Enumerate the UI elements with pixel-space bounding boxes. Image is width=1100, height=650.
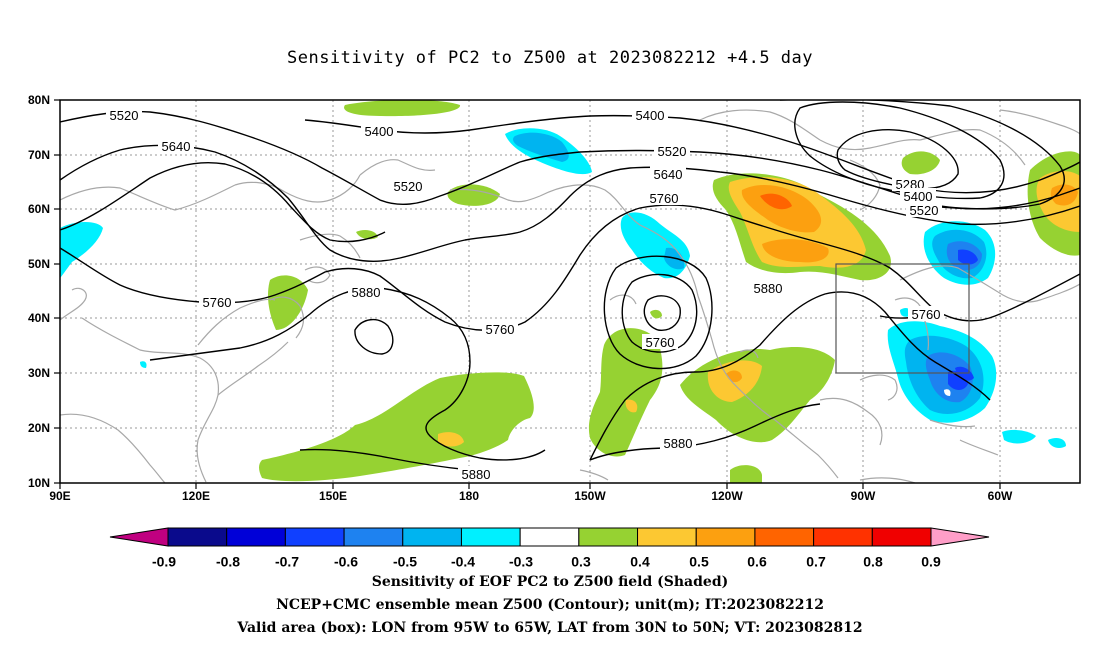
contour-label: 5640 xyxy=(654,167,683,182)
colorbar-label: -0.7 xyxy=(275,553,299,569)
lon-tick-label: 150W xyxy=(574,489,606,503)
contour-label: 5880 xyxy=(462,467,491,482)
colorbar-label: -0.4 xyxy=(451,553,475,569)
colorbar-over-triangle xyxy=(930,527,990,547)
contour-label: 5520 xyxy=(910,203,939,218)
contour-label: 5400 xyxy=(365,124,394,139)
colorbar-label: 0.7 xyxy=(806,553,826,569)
caption-line-1: Sensitivity of EOF PC2 to Z500 field (Sh… xyxy=(371,574,729,590)
map-frame xyxy=(59,99,1081,484)
lon-tick-label: 60W xyxy=(988,489,1013,503)
colorbar-cell xyxy=(754,527,815,547)
lat-tick-label: 40N xyxy=(28,311,50,325)
colorbar-label: -0.9 xyxy=(152,553,176,569)
contour-label-background xyxy=(892,176,928,191)
contour-label: 5760 xyxy=(650,191,679,206)
contour-label-background xyxy=(632,107,668,122)
lon-tick-label: 120E xyxy=(182,489,210,503)
contour-label: 5760 xyxy=(203,295,232,310)
colorbar-cell xyxy=(519,527,580,547)
colorbar-cell xyxy=(460,527,521,547)
contour-label-background xyxy=(458,466,494,481)
colorbar-label: 0.8 xyxy=(863,553,883,569)
contour-label-background xyxy=(900,188,936,203)
colorbar: -0.9 -0.8 -0.7 -0.6 -0.5 -0.4 -0.3 0.3 0… xyxy=(109,527,990,569)
contour-label: 5760 xyxy=(912,307,941,322)
contour-label-background xyxy=(908,306,944,321)
z500-contours xyxy=(60,100,1080,471)
contour-label: 5760 xyxy=(486,322,515,337)
contour-label-background xyxy=(482,321,518,336)
colorbar-cell xyxy=(637,527,697,547)
lon-tick-label: 150E xyxy=(319,489,347,503)
contour-label-background xyxy=(654,143,690,158)
contour-label-background xyxy=(642,334,678,349)
contour-label: 5880 xyxy=(352,285,381,300)
lon-tick-label: 90W xyxy=(851,489,876,503)
contour-labels: 5520540056405520540055205640576052805400… xyxy=(106,107,944,482)
tick-marks xyxy=(54,99,1001,489)
lat-tick-label: 70N xyxy=(28,148,50,162)
colorbar-label: -0.6 xyxy=(334,553,358,569)
coastlines xyxy=(60,109,1080,483)
contour-label-background xyxy=(106,107,142,122)
lat-tick-label: 50N xyxy=(28,257,50,271)
lat-tick-labels: 80N 70N 60N 50N 40N 30N 20N 10N xyxy=(28,93,50,490)
lat-tick-label: 30N xyxy=(28,366,50,380)
contour-label-background xyxy=(158,138,194,153)
colorbar-cell xyxy=(813,527,873,547)
colorbar-cell xyxy=(871,527,932,547)
contour-label: 5640 xyxy=(162,139,191,154)
colorbar-cell xyxy=(695,527,756,547)
colorbar-label: -0.5 xyxy=(393,553,417,569)
colorbar-cell xyxy=(284,527,345,547)
lon-tick-labels: 90E 120E 150E 180 150W 120W 90W 60W xyxy=(49,489,1013,503)
caption-line-2: NCEP+CMC ensemble mean Z500 (Contour); u… xyxy=(276,597,824,613)
lon-tick-label: 90E xyxy=(49,489,70,503)
chart-title: Sensitivity of PC2 to Z500 at 2023082212… xyxy=(286,48,813,68)
lat-tick-label: 80N xyxy=(28,93,50,107)
contour-label-background xyxy=(906,202,942,217)
contour-label-background xyxy=(390,178,426,193)
colorbar-under-triangle xyxy=(109,527,169,547)
colorbar-cell xyxy=(402,527,462,547)
colorbar-label: 0.4 xyxy=(630,553,650,569)
caption-line-3: Valid area (box): LON from 95W to 65W, L… xyxy=(237,620,863,636)
contour-label-background xyxy=(646,190,682,205)
valid-area-box xyxy=(835,263,970,374)
lat-tick-label: 60N xyxy=(28,202,50,216)
contour-label: 5400 xyxy=(636,108,665,123)
lon-tick-label: 180 xyxy=(459,489,479,503)
contour-label-background xyxy=(199,294,235,309)
colorbar-label: 0.3 xyxy=(571,553,591,569)
contour-label: 5880 xyxy=(664,436,693,451)
colorbar-label: 0.6 xyxy=(747,553,767,569)
colorbar-label: 0.5 xyxy=(689,553,709,569)
colorbar-label: -0.3 xyxy=(509,553,533,569)
contour-label: 5520 xyxy=(658,144,687,159)
contour-label: 5520 xyxy=(110,108,139,123)
contour-label: 5400 xyxy=(904,189,933,204)
colorbar-label: -0.8 xyxy=(216,553,240,569)
colorbar-label: 0.9 xyxy=(921,553,941,569)
shaded-sensitivity xyxy=(60,100,1080,483)
contour-label-background xyxy=(650,166,686,181)
colorbar-cell xyxy=(578,527,639,547)
colorbar-cell xyxy=(226,527,286,547)
contour-label-background xyxy=(348,284,384,299)
contour-label-background xyxy=(361,123,397,138)
contour-label-background xyxy=(660,435,696,450)
colorbar-cell xyxy=(343,527,404,547)
colorbar-cell xyxy=(167,527,228,547)
lat-tick-label: 20N xyxy=(28,421,50,435)
contour-label: 5760 xyxy=(646,335,675,350)
contour-label-background xyxy=(750,280,786,295)
contour-label: 5520 xyxy=(394,179,423,194)
lon-tick-label: 120W xyxy=(711,489,743,503)
lat-tick-label: 10N xyxy=(28,476,50,490)
contour-label: 5880 xyxy=(754,281,783,296)
